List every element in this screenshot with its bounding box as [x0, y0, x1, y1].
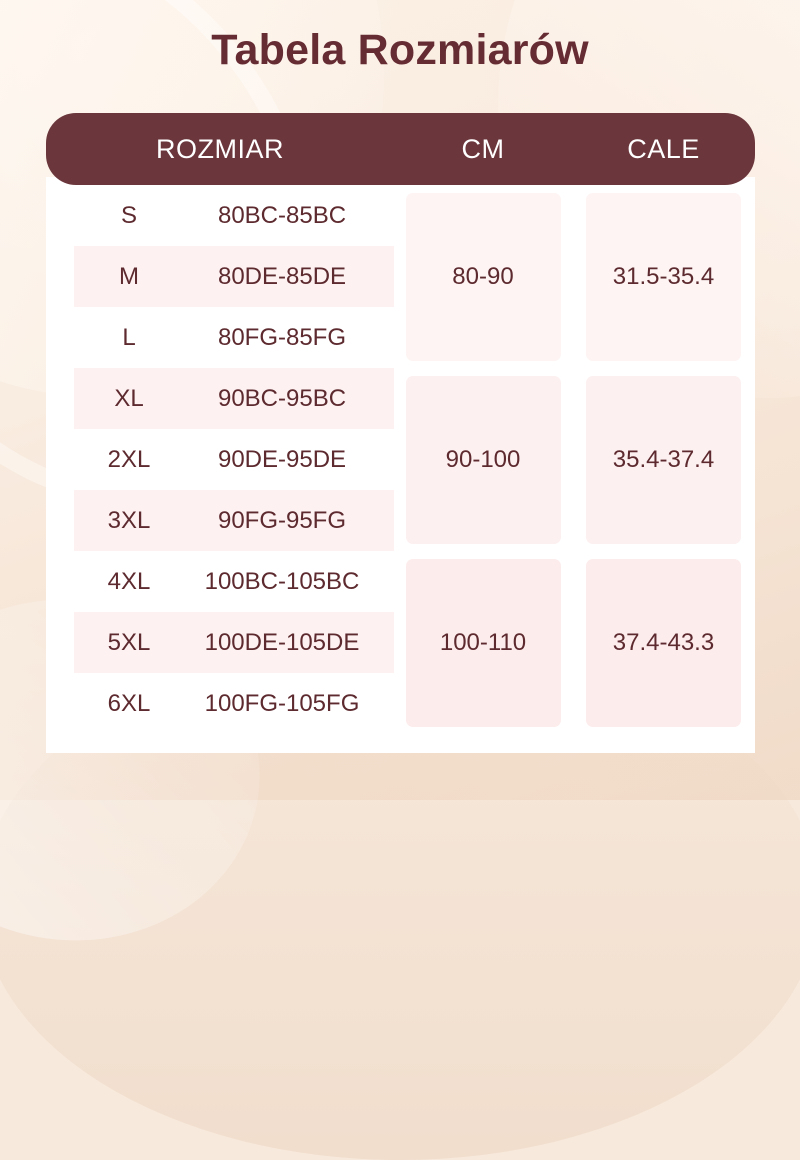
size-range: 100DE-105DE [204, 628, 360, 656]
size-range: 80BC-85BC [217, 201, 347, 229]
inch-value: 35.4-37.4 [586, 375, 741, 544]
cm-value: 80-90 [405, 192, 561, 361]
table-row: XL 90BC-95BC [74, 368, 394, 429]
table-header-row: ROZMIAR CM CALE [46, 113, 755, 185]
size-rows-column: 4XL 100BC-105BC 5XL 100DE-105DE 6XL 100F… [46, 551, 394, 734]
size-name: 6XL [107, 689, 151, 717]
cm-merged-cell: 90-100 [394, 368, 572, 551]
inch-merged-cell: 35.4-37.4 [572, 368, 755, 551]
size-range: 80FG-85FG [217, 323, 347, 351]
table-group: XL 90BC-95BC 2XL 90DE-95DE 3XL 90FG-95FG… [46, 368, 755, 551]
table-row: 5XL 100DE-105DE [74, 612, 394, 673]
size-name: 3XL [107, 506, 151, 534]
inch-value: 31.5-35.4 [586, 192, 741, 361]
size-name: XL [114, 384, 144, 412]
table-group: S 80BC-85BC M 80DE-85DE L 80FG-85FG 80-9… [46, 185, 755, 368]
size-name: S [120, 201, 137, 229]
size-rows-column: XL 90BC-95BC 2XL 90DE-95DE 3XL 90FG-95FG [46, 368, 394, 551]
size-name: 4XL [107, 567, 151, 595]
inch-value: 37.4-43.3 [586, 558, 741, 727]
cm-merged-cell: 80-90 [394, 185, 572, 368]
size-name: 2XL [107, 445, 151, 473]
page-title: Tabela Rozmiarów [211, 26, 589, 74]
column-header-inch: CALE [627, 133, 700, 164]
size-rows-column: S 80BC-85BC M 80DE-85DE L 80FG-85FG [46, 185, 394, 368]
size-range: 80DE-85DE [217, 262, 347, 290]
cm-value: 100-110 [405, 558, 561, 727]
size-range: 90FG-95FG [217, 506, 347, 534]
inch-merged-cell: 37.4-43.3 [572, 551, 755, 734]
size-name: 5XL [107, 628, 151, 656]
table-row: L 80FG-85FG [74, 307, 394, 368]
table-row: S 80BC-85BC [74, 185, 394, 246]
size-name: M [119, 262, 139, 290]
inch-merged-cell: 31.5-35.4 [572, 185, 755, 368]
table-row: M 80DE-85DE [74, 246, 394, 307]
column-header-size: ROZMIAR [156, 133, 284, 164]
table-row: 3XL 90FG-95FG [74, 490, 394, 551]
size-chart-table: ROZMIAR CM CALE S 80BC-85BC M 80DE-85DE … [46, 113, 755, 753]
table-row: 2XL 90DE-95DE [74, 429, 394, 490]
cm-value: 90-100 [405, 375, 561, 544]
table-row: 6XL 100FG-105FG [74, 673, 394, 734]
table-group: 4XL 100BC-105BC 5XL 100DE-105DE 6XL 100F… [46, 551, 755, 734]
size-range: 90BC-95BC [217, 384, 347, 412]
column-header-cm: CM [461, 133, 505, 164]
size-name: L [122, 323, 136, 351]
cm-merged-cell: 100-110 [394, 551, 572, 734]
size-range: 100FG-105FG [204, 689, 360, 717]
size-range: 90DE-95DE [217, 445, 347, 473]
table-body: S 80BC-85BC M 80DE-85DE L 80FG-85FG 80-9… [46, 177, 755, 753]
size-range: 100BC-105BC [204, 567, 360, 595]
table-row: 4XL 100BC-105BC [74, 551, 394, 612]
